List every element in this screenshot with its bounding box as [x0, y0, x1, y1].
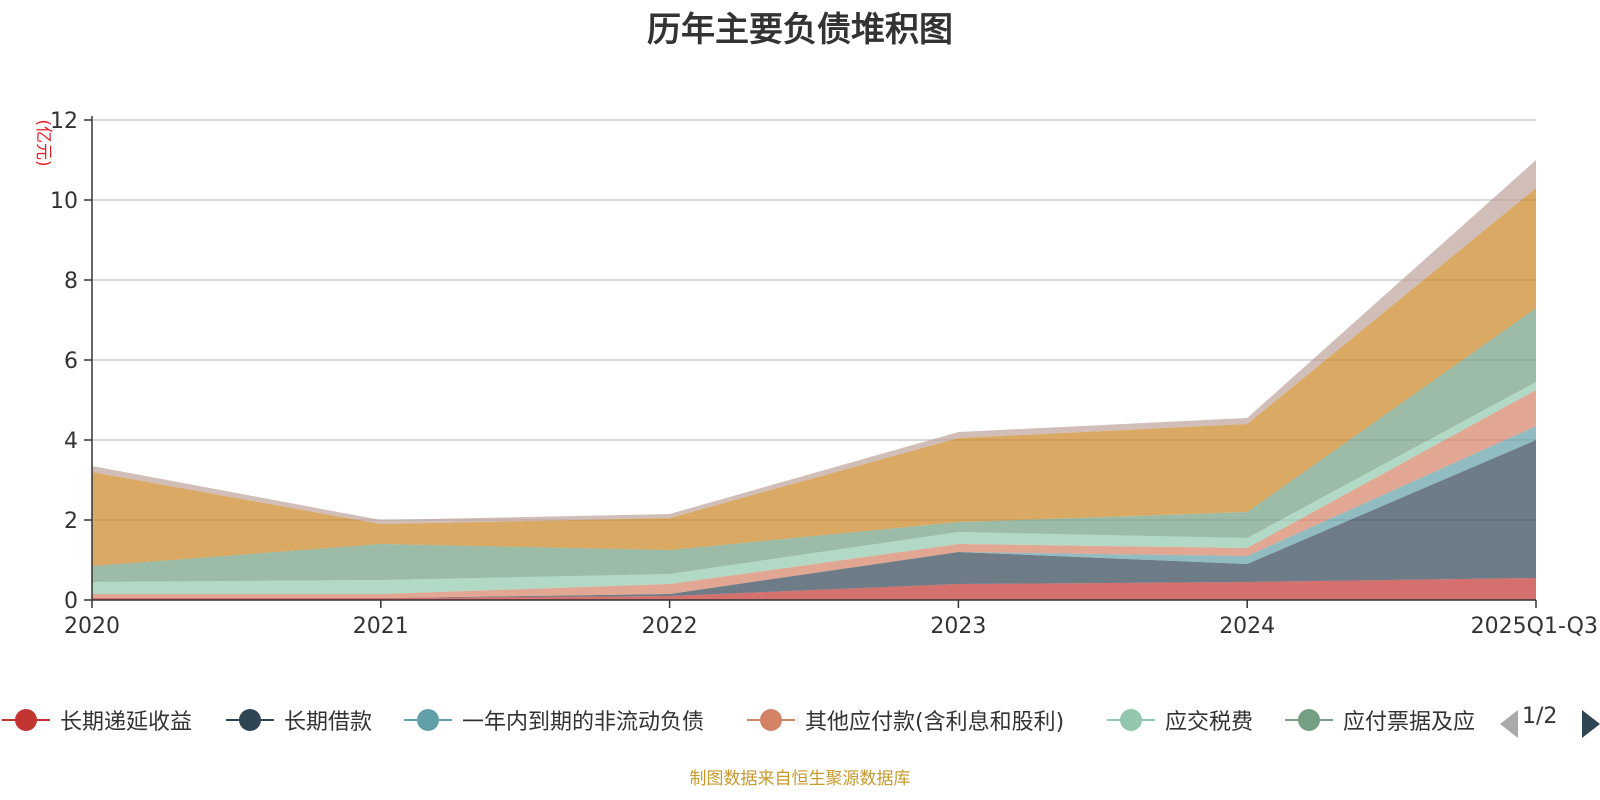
legend-prev-page-icon[interactable] [1500, 710, 1518, 738]
y-tick-label: 10 [50, 189, 78, 214]
legend-label: 应交税费 [1165, 710, 1254, 735]
x-tick-label: 2022 [642, 614, 698, 639]
area-series-4 [92, 382, 1536, 594]
legend-marker-icon [1285, 709, 1333, 731]
legend-marker-icon [1107, 709, 1155, 731]
chart-legend: 长期递延收益 长期借款 一年内到期的非流动负债 其他应付款(含利息和股利) 应交税费 应付… [0, 700, 1600, 740]
x-tick-label: 2021 [353, 614, 409, 639]
legend-page-indicator: 1/2 [1522, 704, 1558, 729]
y-tick-label: 2 [64, 509, 78, 534]
y-tick-label: 12 [50, 109, 78, 134]
chart-title: 历年主要负债堆积图 [647, 10, 953, 50]
legend-label: 长期借款 [284, 710, 373, 735]
y-tick-label: 6 [64, 349, 78, 374]
legend-label: 长期递延收益 [60, 710, 193, 735]
legend-marker-icon [747, 709, 795, 731]
legend-marker-icon [226, 709, 274, 731]
x-tick-label: 2025Q1-Q3 [1471, 614, 1598, 639]
source-note: 制图数据来自恒生聚源数据库 [689, 769, 911, 789]
legend-label: 其他应付款(含利息和股利) [805, 710, 1065, 735]
y-axis-unit-label: (亿元) [33, 119, 53, 166]
x-tick-label: 2020 [64, 614, 120, 639]
area-series-6 [92, 188, 1536, 566]
legend-pager: 1/2 [1498, 700, 1600, 740]
x-tick-label: 2024 [1219, 614, 1275, 639]
legend-marker-icon [2, 709, 50, 731]
legend-label: 应付票据及应 [1343, 710, 1476, 735]
legend-label: 一年内到期的非流动负债 [462, 710, 705, 735]
y-tick-label: 8 [64, 269, 78, 294]
x-tick-label: 2023 [930, 614, 986, 639]
legend-marker-icon [404, 709, 452, 731]
legend-next-page-icon[interactable] [1582, 710, 1600, 738]
stacked-areas [92, 160, 1536, 600]
axes: 0 2 4 6 8 10 12 2020 2021 2022 2023 2024 2025Q1-Q3 [50, 109, 1598, 639]
y-tick-label: 4 [64, 429, 78, 454]
area-series-0 [92, 578, 1536, 600]
y-tick-label: 0 [64, 589, 78, 614]
chart-canvas: 0 2 4 6 8 10 12 2020 2021 2022 2023 2024 2025Q1-Q3 (… [33, 109, 1598, 639]
